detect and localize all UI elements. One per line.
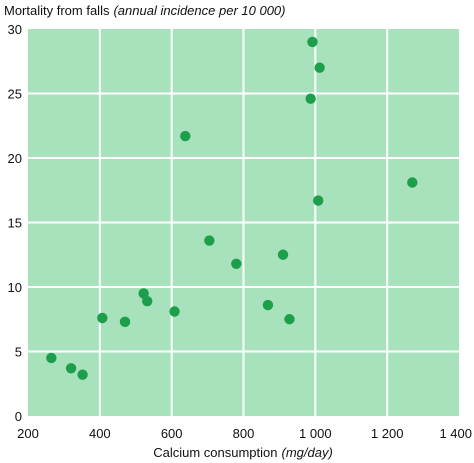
data-point xyxy=(313,195,324,206)
y-tick-label: 20 xyxy=(8,151,22,166)
data-point xyxy=(142,295,153,307)
data-point xyxy=(262,299,274,311)
y-tick-label: 15 xyxy=(8,216,22,231)
data-points xyxy=(46,36,418,380)
data-point xyxy=(231,258,242,269)
y-tick-label: 5 xyxy=(15,345,22,360)
data-point xyxy=(65,363,77,374)
y-tick-label: 30 xyxy=(8,22,22,37)
data-point xyxy=(307,36,318,48)
data-point xyxy=(277,249,289,260)
y-axis-title-unit: (annual incidence per 10 000) xyxy=(113,3,285,18)
y-axis-title: Mortality from falls (annual incidence pe… xyxy=(4,3,285,18)
data-point xyxy=(77,369,88,380)
data-point xyxy=(305,93,316,104)
data-point xyxy=(407,177,418,188)
y-tick-label: 10 xyxy=(8,280,22,295)
data-point xyxy=(46,352,57,364)
data-point xyxy=(97,312,108,324)
x-tick-label: 800 xyxy=(233,426,255,441)
grid-lines xyxy=(28,29,459,416)
y-tick-labels: 0 5 10 15 20 25 30 xyxy=(8,22,22,424)
x-tick-label: 400 xyxy=(89,426,111,441)
y-tick-label: 0 xyxy=(15,409,22,424)
data-point xyxy=(169,306,180,317)
data-point xyxy=(314,62,325,73)
x-tick-label: 200 xyxy=(17,426,39,441)
x-axis-title: Calcium consumption (mg/day) xyxy=(153,445,333,460)
x-axis-title-text: Calcium consumption xyxy=(153,445,277,460)
data-point xyxy=(180,130,191,142)
x-tick-label: 1 200 xyxy=(371,426,404,441)
x-axis-title-unit: (mg/day) xyxy=(281,445,332,460)
data-point xyxy=(138,288,149,299)
data-point xyxy=(204,235,215,246)
data-point xyxy=(119,316,131,328)
x-tick-label: 1 000 xyxy=(299,426,332,441)
data-point xyxy=(284,314,295,325)
x-tick-label: 600 xyxy=(161,426,183,441)
y-tick-label: 25 xyxy=(8,87,22,102)
y-axis-title-text: Mortality from falls xyxy=(4,3,110,18)
x-tick-label: 1 400 xyxy=(439,426,472,441)
x-tick-labels: 200 400 600 800 1 000 1 200 1 400 xyxy=(17,426,472,441)
